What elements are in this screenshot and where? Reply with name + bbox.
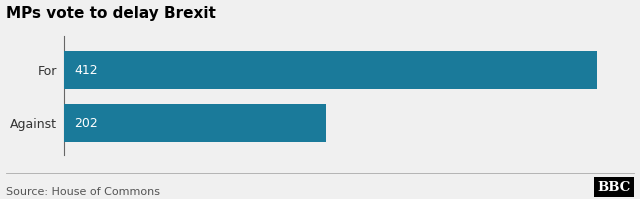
Text: Source: House of Commons: Source: House of Commons	[6, 187, 161, 197]
Bar	[64, 104, 326, 142]
Text: 202: 202	[74, 117, 98, 130]
Bar	[64, 51, 597, 89]
Text: MPs vote to delay Brexit: MPs vote to delay Brexit	[6, 6, 216, 21]
Text: BBC: BBC	[597, 180, 630, 194]
Text: 412: 412	[74, 64, 98, 77]
